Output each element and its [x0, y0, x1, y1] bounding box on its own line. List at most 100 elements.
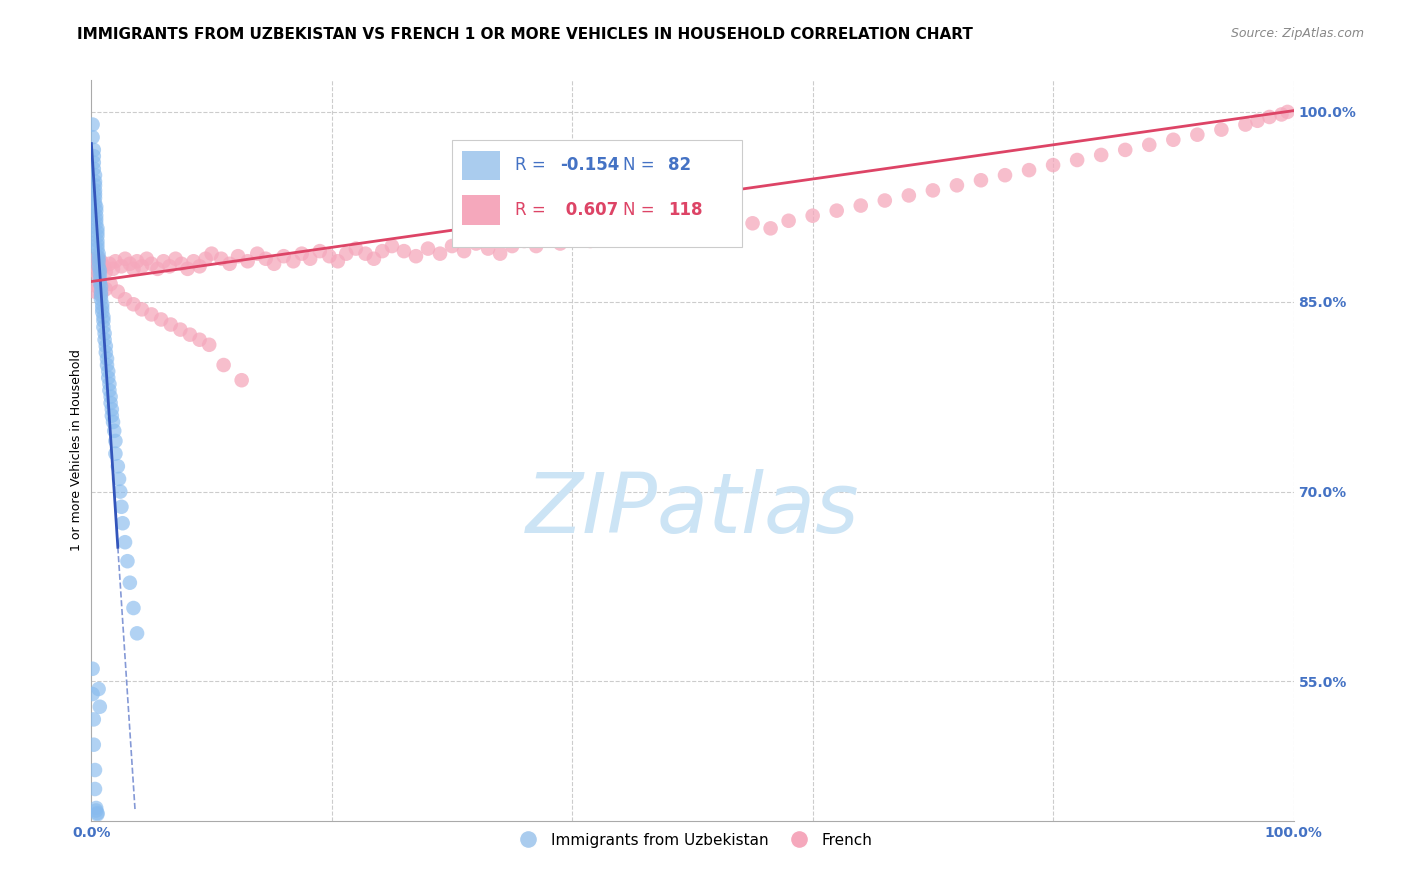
Point	[86, 229, 108, 244]
Point	[84, 175, 107, 189]
Point	[741, 216, 763, 230]
Text: Source: ZipAtlas.com: Source: ZipAtlas.com	[1230, 27, 1364, 40]
Point	[83, 149, 105, 163]
Point	[1234, 118, 1257, 132]
Point	[94, 264, 117, 278]
Point	[291, 246, 314, 260]
Point	[371, 244, 394, 259]
Point	[501, 239, 523, 253]
Point	[104, 434, 127, 448]
Point	[108, 472, 131, 486]
Point	[188, 260, 211, 274]
Point	[122, 601, 145, 615]
Point	[218, 257, 240, 271]
Point	[87, 269, 110, 284]
Point	[759, 221, 782, 235]
Point	[93, 260, 115, 274]
Point	[122, 297, 145, 311]
Point	[87, 246, 110, 260]
Point	[110, 484, 132, 499]
Point	[118, 257, 141, 271]
Point	[922, 183, 945, 197]
Point	[226, 249, 249, 263]
Point	[688, 227, 710, 241]
Point	[86, 225, 108, 239]
Point	[84, 209, 107, 223]
Point	[1211, 122, 1233, 136]
Point	[614, 231, 637, 245]
Point	[429, 246, 451, 260]
Point	[93, 320, 115, 334]
Point	[98, 384, 121, 398]
FancyBboxPatch shape	[451, 139, 742, 247]
Text: N =: N =	[623, 201, 659, 219]
Point	[84, 178, 107, 193]
Point	[159, 318, 181, 332]
Point	[94, 339, 117, 353]
Point	[344, 242, 367, 256]
Point	[194, 252, 217, 266]
Point	[706, 219, 728, 233]
Point	[114, 292, 136, 306]
Point	[96, 351, 118, 366]
Point	[970, 173, 993, 187]
Point	[93, 310, 115, 324]
Point	[125, 626, 148, 640]
Point	[100, 277, 122, 291]
Point	[84, 212, 107, 227]
Point	[169, 323, 191, 337]
Point	[1277, 104, 1299, 119]
Point	[440, 239, 463, 253]
Point	[778, 213, 800, 227]
Point	[326, 254, 349, 268]
Y-axis label: 1 or more Vehicles in Household: 1 or more Vehicles in Household	[70, 350, 83, 551]
Point	[254, 252, 277, 266]
Point	[179, 327, 201, 342]
Point	[231, 373, 253, 387]
Point	[84, 285, 107, 299]
Point	[86, 237, 108, 252]
Point	[335, 246, 357, 260]
Point	[131, 302, 153, 317]
Point	[117, 554, 139, 568]
Point	[236, 254, 259, 268]
Point	[651, 229, 673, 244]
Point	[1114, 143, 1136, 157]
Text: ZIPatlas: ZIPatlas	[526, 469, 859, 550]
Point	[201, 246, 224, 260]
Point	[84, 196, 107, 211]
Point	[110, 500, 132, 514]
Point	[100, 390, 122, 404]
Point	[84, 804, 107, 818]
Point	[91, 297, 114, 311]
Point	[537, 231, 560, 245]
Point	[96, 358, 118, 372]
Point	[84, 191, 107, 205]
Point	[82, 687, 104, 701]
Point	[91, 301, 114, 315]
Point	[86, 221, 108, 235]
Point	[84, 782, 107, 797]
Point	[146, 261, 169, 276]
Point	[107, 459, 129, 474]
Point	[1066, 153, 1088, 167]
Point	[159, 260, 181, 274]
Point	[1246, 113, 1268, 128]
Point	[318, 249, 340, 263]
FancyBboxPatch shape	[461, 151, 501, 180]
Point	[103, 424, 125, 438]
Point	[90, 285, 112, 299]
Point	[354, 246, 377, 260]
Point	[477, 242, 499, 256]
Text: -0.154: -0.154	[560, 156, 620, 175]
Point	[107, 285, 129, 299]
Point	[381, 239, 404, 253]
Point	[94, 345, 117, 359]
Point	[299, 252, 322, 266]
Point	[83, 161, 105, 176]
Point	[801, 209, 824, 223]
Text: R =: R =	[515, 156, 551, 175]
Point	[84, 254, 107, 268]
Point	[87, 260, 110, 274]
Point	[93, 333, 115, 347]
